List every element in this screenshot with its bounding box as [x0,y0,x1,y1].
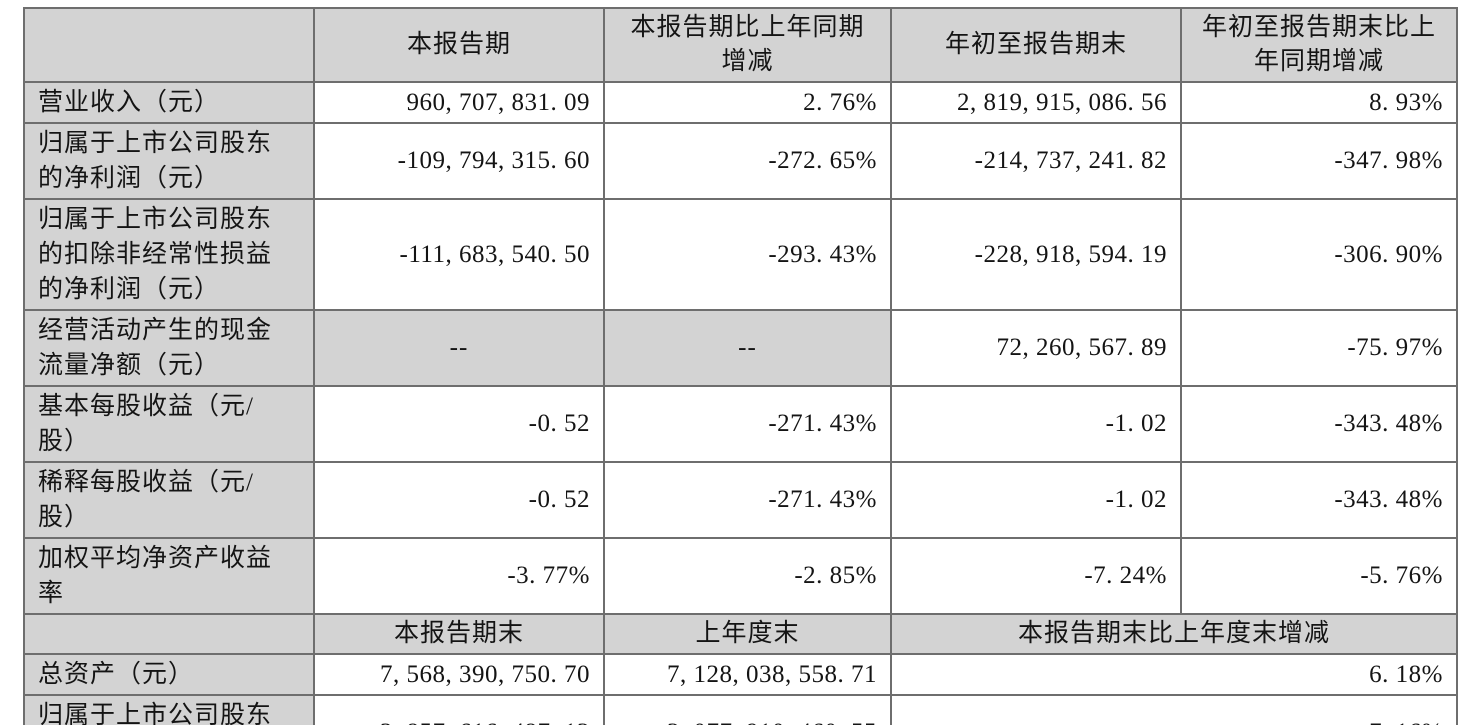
column-header-prior-year-end: 上年度末 [603,613,892,655]
metric-label: 总资产（元） [23,653,315,696]
value-cell: -306. 90% [1180,198,1458,311]
table-row-net-profit-deducted: 归属于上市公司股东 的扣除非经常性损益 的净利润（元） -111, 683, 5… [23,198,1458,311]
column-header-current-period: 本报告期 [313,7,605,83]
metric-label: 归属于上市公司股东 的扣除非经常性损益 的净利润（元） [23,198,315,311]
value-cell: 2, 819, 915, 086. 56 [890,81,1182,124]
value-cell: -7. 24% [890,537,1182,615]
table-row-weighted-roe: 加权平均净资产收益 率 -3. 77% -2. 85% -7. 24% -5. … [23,537,1458,615]
financial-summary-table: 本报告期 本报告期比上年同期 增减 年初至报告期末 年初至报告期末比上 年同期增… [23,7,1458,725]
value-cell: -75. 97% [1180,309,1458,387]
value-cell: -109, 794, 315. 60 [313,122,605,200]
metric-label: 营业收入（元） [23,81,315,124]
table-row-total-assets: 总资产（元） 7, 568, 390, 750. 70 7, 128, 038,… [23,653,1458,696]
metric-label: 归属于上市公司股东 的净利润（元） [23,122,315,200]
value-cell: 6. 18% [890,653,1458,696]
value-cell: -347. 98% [1180,122,1458,200]
value-cell: -272. 65% [603,122,892,200]
value-cell: 2, 857, 616, 487. 13 [313,694,605,725]
value-cell: -3. 77% [313,537,605,615]
value-cell: -0. 52 [313,461,605,539]
value-cell: -343. 48% [1180,385,1458,463]
corner-cell [23,613,315,655]
top-header-row: 本报告期 本报告期比上年同期 增减 年初至报告期末 年初至报告期末比上 年同期增… [23,7,1458,83]
table-row-basic-eps: 基本每股收益（元/ 股） -0. 52 -271. 43% -1. 02 -34… [23,385,1458,463]
column-header-period-end: 本报告期末 [313,613,605,655]
column-header-ytd: 年初至报告期末 [890,7,1182,83]
metric-label: 归属于上市公司股东 的所有者权益（元） [23,694,315,725]
value-cell-empty: -- [603,309,892,387]
value-cell: -228, 918, 594. 19 [890,198,1182,311]
bottom-header-row: 本报告期末 上年度末 本报告期末比上年度末增减 [23,613,1458,655]
value-cell: 8. 93% [1180,81,1458,124]
value-cell: 960, 707, 831. 09 [313,81,605,124]
value-cell: 2. 76% [603,81,892,124]
column-header-period-end-change: 本报告期末比上年度末增减 [890,613,1458,655]
value-cell: -2. 85% [603,537,892,615]
table-row-net-profit: 归属于上市公司股东 的净利润（元） -109, 794, 315. 60 -27… [23,122,1458,200]
metric-label: 加权平均净资产收益 率 [23,537,315,615]
value-cell: -293. 43% [603,198,892,311]
value-cell: -1. 02 [890,385,1182,463]
metric-label: 经营活动产生的现金 流量净额（元） [23,309,315,387]
value-cell: 7, 128, 038, 558. 71 [603,653,892,696]
corner-cell [23,7,315,83]
value-cell: 72, 260, 567. 89 [890,309,1182,387]
table-row-owners-equity: 归属于上市公司股东 的所有者权益（元） 2, 857, 616, 487. 13… [23,694,1458,725]
value-cell: -214, 737, 241. 82 [890,122,1182,200]
value-cell: -111, 683, 540. 50 [313,198,605,311]
value-cell: -7. 16% [890,694,1458,725]
column-header-current-vs-prior: 本报告期比上年同期 增减 [603,7,892,83]
table-row-diluted-eps: 稀释每股收益（元/ 股） -0. 52 -271. 43% -1. 02 -34… [23,461,1458,539]
column-header-ytd-vs-prior: 年初至报告期末比上 年同期增减 [1180,7,1458,83]
value-cell: -5. 76% [1180,537,1458,615]
value-cell: -271. 43% [603,385,892,463]
table-row-revenue: 营业收入（元） 960, 707, 831. 09 2. 76% 2, 819,… [23,81,1458,124]
value-cell: -343. 48% [1180,461,1458,539]
value-cell: 7, 568, 390, 750. 70 [313,653,605,696]
table-row-operating-cash-flow: 经营活动产生的现金 流量净额（元） -- -- 72, 260, 567. 89… [23,309,1458,387]
value-cell: 3, 077, 910, 460. 55 [603,694,892,725]
value-cell: -271. 43% [603,461,892,539]
value-cell: -0. 52 [313,385,605,463]
value-cell: -1. 02 [890,461,1182,539]
metric-label: 稀释每股收益（元/ 股） [23,461,315,539]
value-cell-empty: -- [313,309,605,387]
metric-label: 基本每股收益（元/ 股） [23,385,315,463]
